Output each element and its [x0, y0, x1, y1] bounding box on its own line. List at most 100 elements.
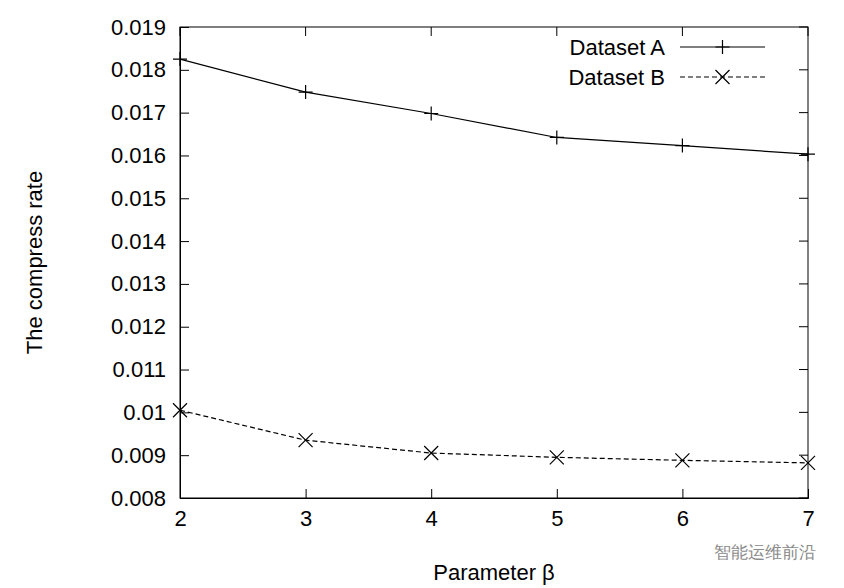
- series-marker: [299, 433, 313, 447]
- legend-marker: [716, 70, 730, 84]
- y-tick: 0.015: [111, 186, 189, 211]
- y-tick-mark: [180, 455, 189, 456]
- y-tick-label: 0.017: [111, 100, 166, 125]
- x-axis: 2 3 4 5 6 7: [174, 489, 814, 531]
- x-tick-mark-top: [682, 27, 683, 36]
- y-tick: 0.017: [111, 100, 189, 125]
- x-tick-label: 3: [300, 506, 312, 531]
- y-tick-mark-right: [799, 198, 808, 199]
- y-tick: 0.014: [111, 229, 189, 254]
- y-tick-mark-right: [799, 455, 808, 456]
- x-axis-line: [181, 489, 809, 499]
- x-tick-mark: [808, 489, 809, 498]
- y-tick-mark-right: [799, 69, 808, 70]
- legend-marker: [716, 40, 730, 54]
- y-tick-label: 0.009: [111, 443, 166, 468]
- y-tick: 0.016: [111, 143, 189, 168]
- x-tick-mark-top: [305, 27, 306, 36]
- series-line: [180, 59, 808, 154]
- y-tick-mark-right: [799, 369, 808, 370]
- y-axis-line: [181, 28, 190, 499]
- x-tick: 6: [677, 489, 689, 531]
- series-marker: [173, 403, 187, 417]
- y-tick-mark-right: [799, 155, 808, 156]
- x-tick-mark: [306, 489, 307, 498]
- x-axis-title: Parameter β: [433, 560, 554, 585]
- y-tick-mark-right: [799, 112, 808, 113]
- legend: Dataset A Dataset B: [568, 35, 765, 90]
- series-marker: [173, 52, 187, 66]
- y-tick-label: 0.014: [111, 229, 166, 254]
- series-line: [180, 410, 808, 463]
- series-marker: [424, 446, 438, 460]
- y-tick: 0.009: [111, 443, 189, 468]
- plot-area: [173, 52, 815, 470]
- y-tick-mark: [180, 27, 189, 28]
- series-marker: [675, 453, 689, 467]
- y-axis-title: The compress rate: [22, 171, 47, 354]
- y-tick-label: 0.019: [111, 15, 166, 40]
- y-tick-mark: [180, 327, 189, 328]
- y-tick-mark: [180, 284, 189, 285]
- y-tick-label: 0.015: [111, 186, 166, 211]
- y-axis: 0.008 0.009 0.01 0.011 0.012 0.013 0.014 0.015 0…: [111, 15, 189, 511]
- y-tick-mark-right: [799, 412, 808, 413]
- y-tick-label: 0.008: [111, 486, 166, 511]
- y-tick-label: 0.018: [111, 57, 166, 82]
- y-tick-label: 0.011: [113, 357, 166, 382]
- x-tick-mark: [431, 489, 432, 498]
- x-tick-mark: [682, 489, 683, 498]
- y-tick: 0.01: [123, 400, 189, 425]
- series-marker: [801, 147, 815, 161]
- y-tick-mark: [180, 113, 189, 114]
- x-tick-label: 5: [551, 506, 563, 531]
- watermark: 智能运维前沿: [714, 543, 816, 562]
- x-tick-mark-top: [556, 27, 557, 36]
- x-tick: 7: [802, 489, 814, 531]
- series-marker: [299, 85, 313, 99]
- series-marker: [550, 130, 564, 144]
- y-tick-mark-right: [799, 326, 808, 327]
- series-marker: [550, 450, 564, 464]
- series-marker: [801, 456, 815, 470]
- mirror-ticks: [180, 27, 808, 498]
- y-tick: 0.012: [111, 314, 189, 339]
- y-tick-mark: [180, 498, 189, 499]
- series-marker: [675, 139, 689, 153]
- y-tick: 0.019: [111, 15, 189, 40]
- series-marker: [424, 106, 438, 120]
- y-tick-label: 0.012: [111, 314, 166, 339]
- x-tick-mark-top: [180, 27, 181, 36]
- y-tick-mark: [180, 412, 189, 413]
- legend-label: Dataset B: [568, 65, 665, 90]
- y-tick: 0.013: [111, 271, 189, 296]
- y-tick-label: 0.013: [111, 271, 166, 296]
- y-tick-mark-right: [799, 241, 808, 242]
- x-tick-mark-top: [431, 27, 432, 36]
- y-tick-mark-right: [799, 498, 808, 499]
- x-tick: 3: [300, 489, 312, 531]
- y-tick-mark: [180, 370, 189, 371]
- x-tick-mark: [557, 489, 558, 498]
- y-tick-mark-right: [799, 27, 808, 28]
- chart: 2 3 4 5 6 7 0.008 0.009 0.01 0.011 0.012 0.013 0.014…: [0, 0, 844, 588]
- x-tick-label: 7: [802, 506, 814, 531]
- x-tick-label: 2: [174, 506, 186, 531]
- y-tick-mark-right: [799, 283, 808, 284]
- legend-label: Dataset A: [570, 35, 666, 60]
- y-tick: 0.018: [111, 57, 189, 82]
- y-tick-mark: [180, 241, 189, 242]
- x-tick-mark-top: [808, 27, 809, 36]
- y-tick-mark: [180, 155, 189, 156]
- x-tick: 4: [426, 489, 438, 531]
- x-tick-label: 6: [677, 506, 689, 531]
- y-tick-mark: [180, 198, 189, 199]
- plot-frame: [180, 27, 808, 498]
- x-tick-label: 4: [426, 506, 438, 531]
- y-tick: 0.008: [111, 486, 189, 511]
- y-tick: 0.011: [113, 357, 189, 382]
- y-tick-label: 0.01: [123, 400, 166, 425]
- y-tick-mark: [180, 70, 189, 71]
- x-tick: 5: [551, 489, 563, 531]
- y-tick-label: 0.016: [111, 143, 166, 168]
